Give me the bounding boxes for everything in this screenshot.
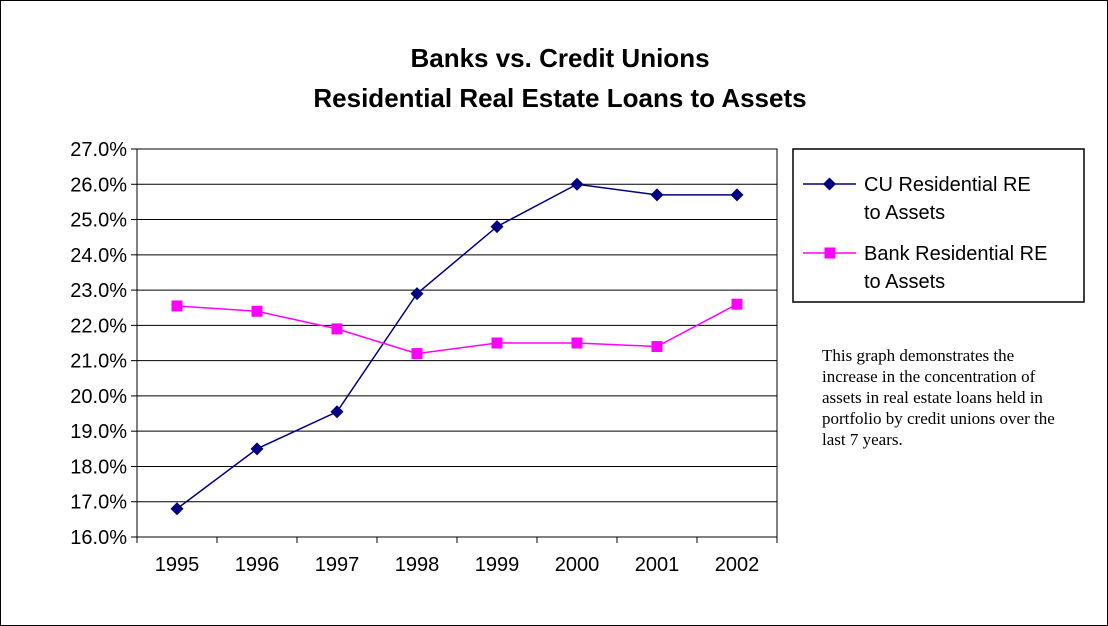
x-tick-label: 1998 bbox=[395, 554, 440, 576]
y-tick-label: 20.0% bbox=[70, 386, 127, 408]
x-tick-label: 1996 bbox=[235, 554, 280, 576]
bank-data-point bbox=[251, 305, 263, 317]
y-tick-label: 16.0% bbox=[70, 527, 127, 549]
bank-data-point bbox=[411, 348, 423, 360]
legend-bank-square-icon bbox=[824, 247, 836, 259]
x-tick-label: 1997 bbox=[315, 554, 360, 576]
series-layer bbox=[170, 177, 744, 516]
bank-data-point bbox=[331, 323, 343, 335]
bank-data-point bbox=[171, 300, 183, 312]
legend-cu-label-2: to Assets bbox=[864, 202, 945, 224]
cu-data-point bbox=[330, 405, 344, 419]
x-tick-label: 2000 bbox=[555, 554, 600, 576]
plot-area bbox=[136, 148, 778, 538]
bank-data-point bbox=[571, 337, 583, 349]
y-tick-label: 23.0% bbox=[70, 280, 127, 302]
x-tick-label: 2002 bbox=[715, 554, 760, 576]
y-tick-label: 25.0% bbox=[70, 210, 127, 232]
chart-title-line-2: Residential Real Estate Loans to Assets bbox=[313, 83, 806, 113]
bank-data-point bbox=[491, 337, 503, 349]
axes: 16.0% 17.0% 18.0% 19.0% 20.0% 21.0% 22.0% 23.0%… bbox=[70, 139, 778, 576]
chart-title-line-1: Banks vs. Credit Unions bbox=[410, 43, 709, 73]
cu-data-point bbox=[170, 502, 184, 516]
y-tick-label: 26.0% bbox=[70, 174, 127, 196]
y-tick-label: 17.0% bbox=[70, 492, 127, 514]
x-tick-label: 2001 bbox=[635, 554, 680, 576]
legend: CU Residential RE to Assets Bank Residen… bbox=[792, 148, 1085, 303]
legend-bank-label-1: Bank Residential RE bbox=[864, 243, 1047, 265]
y-tick-label: 18.0% bbox=[70, 456, 127, 478]
chart-annotation: This graph demonstrates the increase in … bbox=[822, 346, 1055, 449]
cu-data-point bbox=[570, 177, 584, 191]
y-tick-label: 21.0% bbox=[70, 351, 127, 373]
cu-data-point bbox=[730, 188, 744, 202]
legend-bank-label-2: to Assets bbox=[864, 271, 945, 293]
y-tick-label: 27.0% bbox=[70, 139, 127, 161]
cu-data-point bbox=[650, 188, 664, 202]
legend-box bbox=[792, 148, 1085, 303]
y-tick-label: 22.0% bbox=[70, 315, 127, 337]
cu-data-point bbox=[250, 442, 264, 456]
cu-data-point bbox=[490, 220, 504, 234]
grid-lines bbox=[137, 148, 777, 538]
y-tick-label: 19.0% bbox=[70, 421, 127, 443]
bank-data-point bbox=[651, 341, 663, 353]
x-tick-label: 1999 bbox=[475, 554, 520, 576]
bank-data-point bbox=[731, 298, 743, 310]
legend-cu-diamond-icon bbox=[823, 177, 836, 191]
y-tick-label: 24.0% bbox=[70, 245, 127, 267]
cu-data-point bbox=[410, 287, 424, 301]
x-tick-label: 1995 bbox=[155, 554, 200, 576]
legend-cu-label-1: CU Residential RE bbox=[864, 174, 1031, 196]
series-line-0 bbox=[176, 183, 737, 510]
series-line-1 bbox=[176, 303, 738, 355]
